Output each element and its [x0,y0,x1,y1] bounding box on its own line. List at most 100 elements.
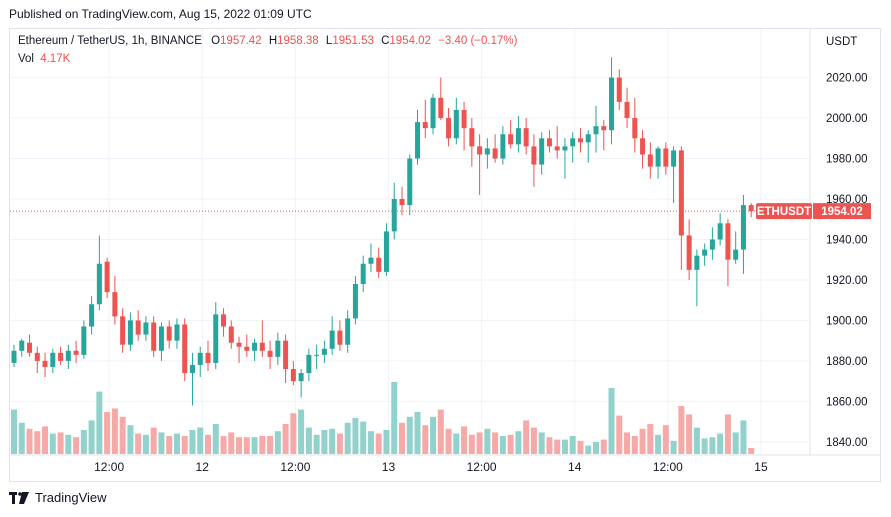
chart-frame[interactable] [9,28,881,482]
candle-body[interactable] [213,314,219,363]
candle-body[interactable] [189,364,195,374]
candle-body[interactable] [205,352,211,363]
candle-body[interactable] [34,352,40,361]
candle-body[interactable] [376,257,382,272]
candle-body[interactable] [671,150,677,167]
candle-body[interactable] [73,350,79,355]
candle-body[interactable] [314,354,320,356]
candle-body[interactable] [127,320,133,345]
candle-body[interactable] [515,128,521,145]
candle-body[interactable] [96,263,102,305]
candle-body[interactable] [197,352,203,365]
candle-body[interactable] [422,122,428,129]
candle-body[interactable] [112,292,118,317]
candle-body[interactable] [725,223,731,260]
candle-body[interactable] [368,257,374,264]
candle-body[interactable] [166,326,172,341]
candle-body[interactable] [267,350,273,357]
candle-body[interactable] [531,146,537,165]
candle-body[interactable] [135,320,141,335]
candle-body[interactable] [740,205,746,250]
footer-brand[interactable]: TradingView [9,490,107,505]
candle-body[interactable] [632,118,638,139]
candle-body[interactable] [352,284,358,319]
candle-body[interactable] [678,150,684,236]
candle-body[interactable] [492,148,498,159]
candle-body[interactable] [438,97,444,119]
candle-body[interactable] [686,235,692,270]
candle-body[interactable] [446,118,452,139]
candle-body[interactable] [609,77,615,131]
candle-body[interactable] [120,316,126,345]
candle-body[interactable] [329,330,335,349]
candle-body[interactable] [236,342,242,347]
candle-body[interactable] [585,134,591,143]
candle-body[interactable] [81,326,87,355]
candle-body[interactable] [182,324,188,374]
candle-body[interactable] [383,231,389,272]
candle-body[interactable] [158,326,164,351]
candle-body[interactable] [298,373,304,382]
candle-body[interactable] [321,348,327,355]
candle-body[interactable] [259,342,265,351]
candle-body[interactable] [709,239,715,250]
candle-body[interactable] [415,122,421,159]
candle-body[interactable] [174,324,180,341]
candle-body[interactable] [748,205,754,212]
candle-body[interactable] [221,314,227,327]
candle-body[interactable] [562,146,568,151]
candle-body[interactable] [616,77,622,102]
candle-body[interactable] [407,158,413,206]
candle-body[interactable] [430,97,436,129]
candle-body[interactable] [484,148,490,155]
candle-body[interactable] [19,340,25,351]
candle-body[interactable] [244,346,250,351]
candle-body[interactable] [65,350,71,361]
candle-body[interactable] [647,154,653,167]
candle-body[interactable] [508,134,514,145]
candle-body[interactable] [50,352,56,367]
candle-body[interactable] [702,249,708,256]
candle-body[interactable] [554,146,560,151]
candle-body[interactable] [469,128,475,147]
candle-body[interactable] [27,342,33,353]
candle-body[interactable] [477,146,483,155]
candle-body[interactable] [461,109,467,129]
candle-body[interactable] [228,326,234,343]
candle-body[interactable] [283,340,289,369]
candle-body[interactable] [42,360,48,367]
candle-body[interactable] [570,138,576,147]
vol-label[interactable]: Vol [18,53,34,65]
candle-body[interactable] [546,138,552,147]
candle-body[interactable] [640,138,646,155]
candle-body[interactable] [104,261,110,293]
candle-body[interactable] [360,263,366,284]
candle-body[interactable] [577,138,583,143]
candle-body[interactable] [655,148,661,167]
candle-body[interactable] [453,109,459,139]
candle-body[interactable] [290,369,296,382]
candle-body[interactable] [601,126,607,131]
candle-body[interactable] [391,199,397,232]
candle-body[interactable] [89,304,95,327]
candle-body[interactable] [306,354,312,374]
candle-body[interactable] [663,148,669,167]
candle-body[interactable] [345,318,351,345]
candle-body[interactable] [11,350,17,363]
candle-body[interactable] [539,138,545,165]
candle-body[interactable] [58,352,64,361]
candle-body[interactable] [151,322,157,351]
candle-body[interactable] [337,330,343,345]
candle-body[interactable] [275,340,281,357]
candle-body[interactable] [252,342,258,351]
candle-body[interactable] [624,101,630,119]
candle-body[interactable] [733,249,739,260]
candle-body[interactable] [717,223,723,240]
candle-body[interactable] [500,134,506,159]
candle-body[interactable] [143,322,149,335]
symbol-title[interactable]: Ethereum / TetherUS, 1h, BINANCE [18,35,202,47]
candle-body[interactable] [593,126,599,135]
candle-body[interactable] [694,255,700,270]
candle-body[interactable] [523,128,529,147]
